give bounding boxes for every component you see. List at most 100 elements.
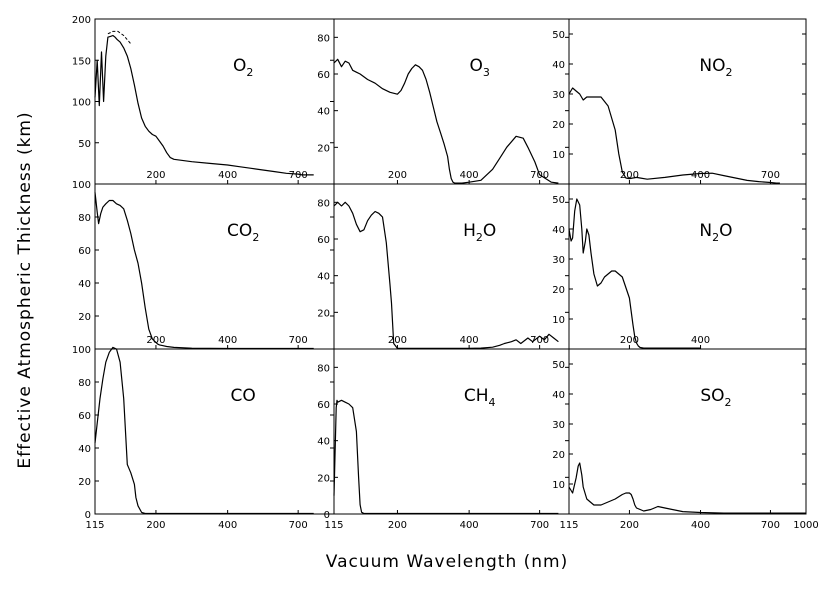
y-tick-label: 0 bbox=[85, 510, 91, 521]
x-tick-label: 700 bbox=[761, 520, 780, 531]
y-tick-label: 50 bbox=[552, 195, 565, 206]
y-tick-label: 20 bbox=[317, 308, 330, 319]
x-tick-label: 200 bbox=[620, 335, 639, 346]
x-tick-label: 400 bbox=[460, 335, 479, 346]
x-tick-label: 700 bbox=[289, 520, 308, 531]
y-tick-label: 80 bbox=[317, 33, 330, 44]
y-axis-title: Effective Atmospheric Thickness (km) bbox=[15, 111, 35, 468]
y-tick-label: 40 bbox=[317, 437, 330, 448]
panel-label-co2: CO2 bbox=[227, 221, 259, 244]
y-tick-label: 60 bbox=[317, 400, 330, 411]
y-tick-label: 100 bbox=[72, 98, 91, 109]
series-line-so2 bbox=[568, 462, 806, 514]
x-tick-label: 400 bbox=[691, 520, 710, 531]
x-tick-label: 400 bbox=[460, 520, 479, 531]
panel-label-subscript: 3 bbox=[483, 66, 490, 79]
panel-no2: 10 20 30 40 50 200 400 700 NO2 bbox=[552, 18, 807, 185]
x-tick-label: 700 bbox=[530, 335, 549, 346]
y-tick-label: 100 bbox=[72, 345, 91, 356]
panel-label-subscript: 2 bbox=[476, 231, 483, 244]
panel-label-ch4: CH4 bbox=[464, 386, 496, 409]
panel-frame bbox=[94, 183, 335, 350]
y-tick-label: 40 bbox=[317, 272, 330, 283]
x-tick-label: 400 bbox=[218, 520, 237, 531]
panel-label-o3: O3 bbox=[470, 56, 490, 79]
y-tick-label: 40 bbox=[317, 107, 330, 118]
series-line-co bbox=[94, 346, 314, 515]
panel-label-no2: NO2 bbox=[699, 56, 732, 79]
panel-label-subscript: 2 bbox=[252, 231, 259, 244]
y-tick-label: 10 bbox=[552, 315, 565, 326]
panel-label-base: N bbox=[699, 221, 712, 241]
series-line-o2 bbox=[94, 34, 314, 176]
panel-label-n2o: N2O bbox=[699, 221, 732, 244]
panel-label-base: NO bbox=[699, 56, 725, 76]
x-tick-label: 1000 bbox=[793, 520, 818, 531]
y-tick-label: 80 bbox=[78, 378, 91, 389]
y-tick-label: 20 bbox=[552, 450, 565, 461]
y-tick-label: 150 bbox=[72, 56, 91, 67]
x-tick-label: 115 bbox=[85, 520, 104, 531]
x-tick-label: 200 bbox=[620, 170, 639, 181]
series-line-o3 bbox=[333, 58, 559, 184]
x-tick-label: 700 bbox=[289, 335, 308, 346]
x-tick-label: 115 bbox=[559, 520, 578, 531]
panel-label-subscript: 4 bbox=[489, 396, 496, 409]
panel-frame bbox=[568, 183, 807, 350]
panel-label-base: SO bbox=[700, 386, 724, 406]
x-axis-title: Vacuum Wavelength (nm) bbox=[326, 552, 568, 572]
panel-label-so2: SO2 bbox=[700, 386, 731, 409]
x-tick-label: 700 bbox=[761, 170, 780, 181]
x-tick-label: 400 bbox=[460, 170, 479, 181]
x-tick-label: 700 bbox=[530, 520, 549, 531]
series-line-o2-dashed- bbox=[107, 30, 132, 45]
x-tick-label: 115 bbox=[324, 520, 343, 531]
panel-label-subscript: 2 bbox=[246, 66, 253, 79]
x-tick-label: 200 bbox=[388, 520, 407, 531]
panel-o2: 50 100 150 200 200 400 700 O2 bbox=[72, 15, 335, 185]
y-tick-label: 80 bbox=[317, 363, 330, 374]
y-tick-label: 50 bbox=[552, 360, 565, 371]
panel-label-subscript: 2 bbox=[725, 66, 732, 79]
panel-h2o: 20 40 60 80 200 400 700 H2O bbox=[317, 183, 570, 350]
y-tick-label: 0 bbox=[324, 510, 330, 521]
y-tick-label: 50 bbox=[78, 139, 91, 150]
y-tick-label: 30 bbox=[552, 420, 565, 431]
series-line-h2o bbox=[333, 201, 559, 349]
y-tick-label: 40 bbox=[78, 444, 91, 455]
panel-frame bbox=[568, 348, 807, 515]
y-tick-label: 10 bbox=[552, 480, 565, 491]
y-tick-label: 200 bbox=[72, 15, 91, 26]
x-tick-label: 400 bbox=[691, 170, 710, 181]
y-tick-label: 20 bbox=[552, 285, 565, 296]
y-tick-label: 100 bbox=[72, 180, 91, 191]
y-tick-label: 20 bbox=[78, 312, 91, 323]
y-tick-label: 50 bbox=[552, 30, 565, 41]
y-tick-label: 80 bbox=[78, 213, 91, 224]
panel-label-base: O bbox=[233, 56, 246, 76]
x-tick-label: 400 bbox=[691, 335, 710, 346]
panel-label-suffix: O bbox=[719, 221, 732, 241]
series-line-n2o bbox=[568, 198, 701, 349]
series-line-no2 bbox=[568, 87, 780, 184]
y-tick-label: 60 bbox=[78, 246, 91, 257]
panel-label-h2o: H2O bbox=[463, 221, 496, 244]
panel-label-base: O bbox=[470, 56, 483, 76]
panel-label-suffix: O bbox=[483, 221, 496, 241]
y-tick-label: 10 bbox=[552, 150, 565, 161]
y-tick-label: 20 bbox=[552, 120, 565, 131]
panel-co2: 20 40 60 80 100 200 400 700 CO2 bbox=[72, 180, 335, 350]
y-tick-label: 60 bbox=[78, 411, 91, 422]
x-tick-label: 200 bbox=[146, 170, 165, 181]
x-tick-label: 400 bbox=[218, 335, 237, 346]
x-tick-label: 200 bbox=[388, 335, 407, 346]
x-tick-label: 400 bbox=[218, 170, 237, 181]
panel-frame bbox=[333, 348, 570, 515]
series-line-ch4 bbox=[333, 399, 559, 515]
panel-label-o2: O2 bbox=[233, 56, 253, 79]
panel-label-subscript: 2 bbox=[725, 396, 732, 409]
